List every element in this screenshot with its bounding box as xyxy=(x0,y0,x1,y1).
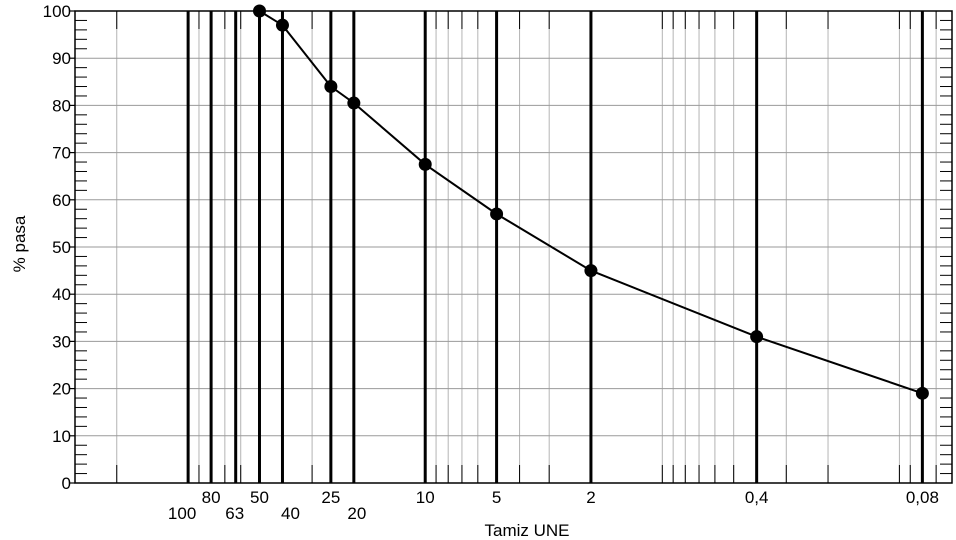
x-axis-label: Tamiz UNE xyxy=(484,521,569,540)
x-tick-label: 0,08 xyxy=(906,488,939,507)
y-axis-label: % pasa xyxy=(10,215,29,272)
data-point xyxy=(275,18,289,32)
x-tick-label: 100 xyxy=(168,504,196,523)
data-point xyxy=(915,386,929,400)
data-point xyxy=(750,330,764,344)
y-tick-label: 90 xyxy=(52,49,71,68)
y-tick-label: 0 xyxy=(62,474,71,493)
data-point xyxy=(252,4,266,18)
x-tick-label: 80 xyxy=(202,488,221,507)
data-point xyxy=(584,264,598,278)
y-tick-label: 10 xyxy=(52,427,71,446)
y-tick-label: 30 xyxy=(52,332,71,351)
x-tick-label: 2 xyxy=(586,488,595,507)
data-point xyxy=(347,96,361,110)
y-tick-label: 100 xyxy=(43,2,71,21)
x-tick-label: 10 xyxy=(416,488,435,507)
y-tick-label: 40 xyxy=(52,285,71,304)
x-tick-label: 50 xyxy=(250,488,269,507)
x-tick-label: 0,4 xyxy=(745,488,769,507)
y-tick-label: 50 xyxy=(52,238,71,257)
x-tick-label: 63 xyxy=(225,504,244,523)
y-axis: 0 10 20 30 40 50 60 70 80 90 100 xyxy=(43,2,953,493)
x-tick-label: 40 xyxy=(281,504,300,523)
x-tick-label: 20 xyxy=(347,504,366,523)
series-group xyxy=(252,4,929,400)
y-tick-label: 70 xyxy=(52,144,71,163)
data-point xyxy=(418,157,432,171)
sieve-lines xyxy=(186,11,924,483)
x-tick-label: 5 xyxy=(492,488,501,507)
x-tick-label: 25 xyxy=(321,488,340,507)
data-point xyxy=(490,207,504,221)
y-tick-label: 20 xyxy=(52,380,71,399)
plot-border xyxy=(74,10,953,484)
major-grid xyxy=(75,10,952,484)
plot-frame xyxy=(74,10,953,484)
data-point xyxy=(324,80,338,94)
y-tick-label: 60 xyxy=(52,191,71,210)
y-tick-label: 80 xyxy=(52,96,71,115)
